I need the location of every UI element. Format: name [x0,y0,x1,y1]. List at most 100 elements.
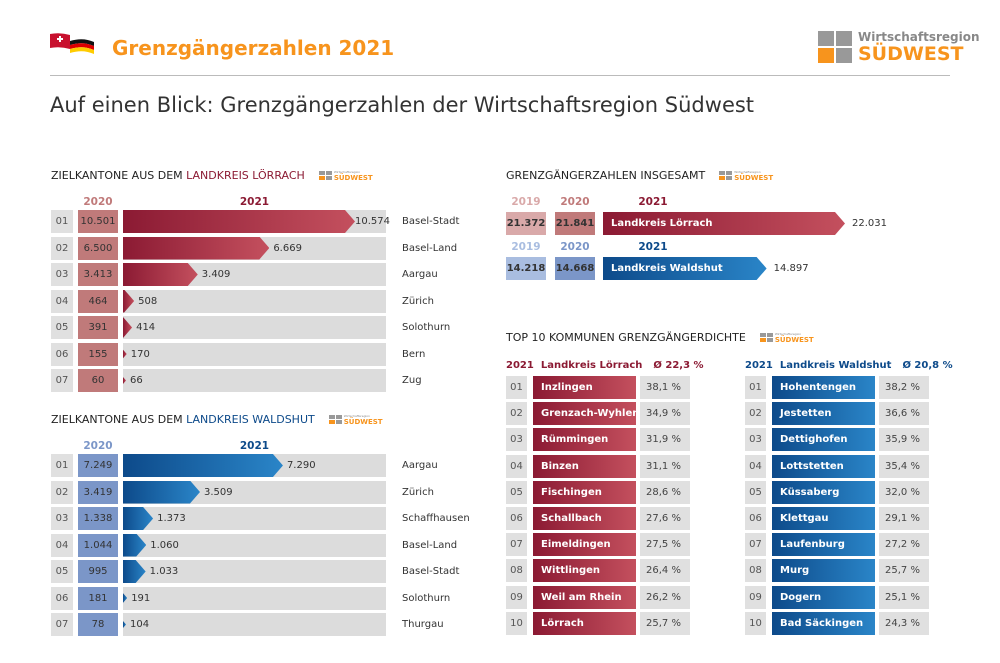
municipality-bar: Wittlingen [533,559,636,583]
bar-track [123,342,386,366]
year-2020-label: 2020 [560,241,590,253]
row-index: 06 [51,586,73,610]
municipality-bar: Eimeldingen [533,533,636,557]
group-average: Ø 20,8 % [902,360,953,371]
group-header: 2021 Landkreis Waldshut Ø 20,8 % [745,360,953,371]
title-highlight: LANDKREIS LÖRRACH [186,169,305,182]
value-2020: 3.419 [78,480,118,504]
row-index: 09 [506,585,527,609]
row-index: 07 [506,533,527,557]
divider [50,75,950,76]
category-label: Basel-Land [402,539,458,551]
group-header: 2021 Landkreis Lörrach Ø 22,3 % [506,360,704,371]
section-title-text: GRENZGÄNGERZAHLEN INSGESAMT [506,169,706,182]
year-2021-label: 2021 [239,196,270,208]
row-index: 05 [745,480,766,504]
bar-2021 [123,290,134,313]
density-value: 24,3 % [879,611,929,635]
value-2021: 7.290 [286,460,316,471]
row-index: 01 [745,376,766,399]
value-2020: 1.338 [78,507,118,530]
value-2020: 464 [78,289,118,313]
municipality-bar: Schallbach [533,507,636,530]
row-index: 05 [506,480,527,504]
row-index: 08 [506,559,527,583]
density-value: 36,6 % [879,402,929,426]
municipality-bar: Jestetten [772,402,875,426]
density-value: 25,7 % [879,559,929,583]
section-title: ZIELKANTONE AUS DEM LANDKREIS WALDSHUT Wi… [51,413,383,426]
value-2020: 3.413 [78,263,118,286]
value-2020: 10.501 [78,210,118,233]
row-index: 06 [506,507,527,530]
row-index: 07 [51,369,73,392]
value-2020: 14.668 [555,257,595,280]
row-index: 01 [51,454,73,477]
density-value: 27,6 % [640,507,690,530]
value-2020: 21.841 [555,212,595,235]
density-value: 38,1 % [640,376,690,399]
value-2021: 6.669 [273,242,302,254]
year-2021-label: 2021 [239,440,270,452]
bar-track [123,613,386,636]
category-label: Solothurn [402,322,451,333]
row-index: 02 [51,236,73,260]
value-2021: 22.031 [852,218,887,229]
density-value: 26,4 % [640,559,690,583]
category-label: Aargau [402,460,438,471]
bar-track [123,369,386,392]
value-2020: 78 [78,613,118,636]
value-2020: 6.500 [78,236,118,260]
category-label: Schaffhausen [402,513,470,524]
bar-2021 [123,210,355,233]
municipality-bar: Küssaberg [772,480,875,504]
value-2021: 66 [130,375,143,386]
bar-2021 [123,343,127,366]
row-index: 04 [506,454,527,478]
category-label: Bern [402,348,426,360]
row-index: 03 [51,263,73,286]
density-value: 29,1 % [879,507,929,530]
municipality-bar: Lörrach [533,611,636,635]
title-prefix: ZIELKANTONE AUS DEM [51,169,187,182]
bar-2021 [123,316,132,339]
bar-track [123,289,386,313]
municipality-bar: Grenzach-Wyhlen [533,402,639,426]
category-label: Basel-Land [402,242,458,254]
bar-track [123,507,386,530]
density-value: 25,7 % [640,611,690,635]
municipality-bar: Rümmingen [533,428,636,452]
row-index: 01 [51,210,73,233]
value-2020: 391 [78,316,118,339]
year-2020-label: 2020 [560,196,590,208]
density-value: 26,2 % [640,585,690,609]
mini-logo: Wirtschaftsregion SÜDWEST [318,170,373,182]
row-index: 03 [506,428,527,452]
bar-2021 [123,237,269,260]
bar-track [123,316,386,339]
section-title: ZIELKANTONE AUS DEM LANDKREIS LÖRRACH Wir… [51,169,373,182]
value-2020: 181 [78,586,118,610]
value-2021: 414 [136,322,156,333]
row-index: 02 [51,480,73,504]
bar-2021 [123,481,200,504]
bar-track [123,533,386,557]
municipality-bar: Dettighofen [772,428,875,452]
density-value: 35,4 % [879,454,929,478]
row-index: 03 [745,428,766,452]
municipality-bar: Inzlingen [533,376,636,399]
density-value: 31,9 % [640,428,690,452]
title-highlight: LANDKREIS WALDSHUT [186,413,315,426]
value-2019: 21.372 [506,212,546,235]
row-index: 06 [745,507,766,530]
municipality-bar: Hohentengen [772,376,875,399]
value-2021: 1.033 [149,566,179,577]
value-2020: 995 [78,560,118,583]
bar-2021 [123,507,153,530]
density-value: 38,2 % [879,376,929,399]
row-index: 02 [506,402,527,426]
value-2021: 14.897 [773,263,809,274]
value-2021: 1.373 [157,513,186,524]
row-index: 10 [745,611,766,635]
value-2020: 1.044 [78,533,118,557]
